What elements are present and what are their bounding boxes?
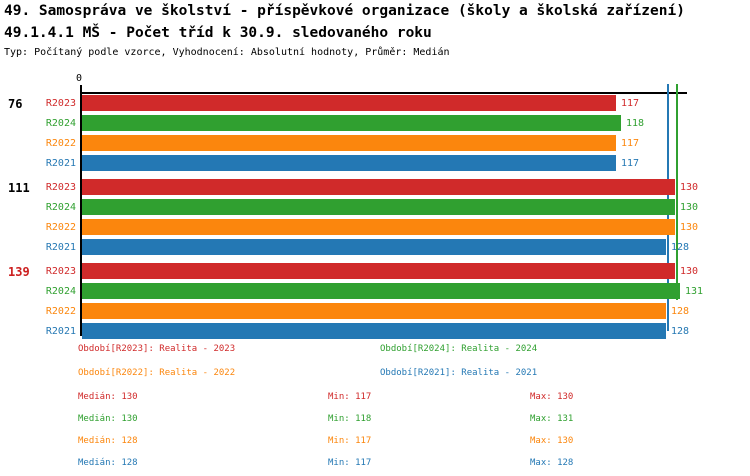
bar-value-label: 117 [621,138,640,149]
bar-value-label: 128 [671,326,690,337]
series-label-R2023: R2023 [45,182,76,193]
legend-item-blue: Období[R2021]: Realita - 2021 [380,368,538,378]
bar-R2021-group1 [82,155,616,171]
stat-max-red: Max: 130 [530,392,574,402]
stat-min-orange: Min: 117 [328,436,372,446]
bar-R2022-group3 [82,303,666,319]
series-label-R2021: R2021 [45,158,76,169]
stat-max-blue: Max: 128 [530,458,574,468]
bar-R2024-group3 [82,283,680,299]
bar-R2023-group2 [82,179,675,195]
chart-meta-info: Typ: Počítaný podle vzorce, Vyhodnocení:… [4,47,450,58]
series-label-R2021: R2021 [45,326,76,337]
series-label-R2024: R2024 [45,118,76,129]
bar-value-label: 130 [680,182,699,193]
stat-median-orange: Medián: 128 [78,436,138,446]
bar-value-label: 118 [626,118,645,129]
group-label: 111 [8,181,30,195]
series-label-R2024: R2024 [45,286,76,297]
group-label: 139 [8,265,30,279]
legend-item-green: Období[R2024]: Realita - 2024 [380,344,538,354]
bar-R2022-group1 [82,135,616,151]
group-label: 76 [8,97,23,111]
page-title: 49. Samospráva ve školství - příspěvkové… [4,3,685,19]
series-label-R2024: R2024 [45,202,76,213]
bar-R2023-group3 [82,263,675,279]
bar-value-label: 130 [680,266,699,277]
stat-median-red: Medián: 130 [78,392,138,402]
bar-value-label: 130 [680,202,699,213]
series-label-R2023: R2023 [45,98,76,109]
bar-value-label: 130 [680,222,699,233]
stat-median-green: Medián: 130 [78,414,138,424]
axis-baseline [80,86,82,336]
bar-R2021-group2 [82,239,666,255]
bar-value-label: 117 [621,158,640,169]
stat-min-red: Min: 117 [328,392,372,402]
series-label-R2023: R2023 [45,266,76,277]
stat-min-green: Min: 118 [328,414,372,424]
bar-R2024-group1 [82,115,621,131]
stat-min-blue: Min: 117 [328,458,372,468]
series-label-R2022: R2022 [45,222,76,233]
bar-R2022-group2 [82,219,675,235]
page-subtitle: 49.1.4.1 MŠ - Počet tříd k 30.9. sledova… [4,25,432,41]
series-label-R2022: R2022 [45,138,76,149]
median-line-green [676,84,678,300]
bar-R2024-group2 [82,199,675,215]
bar-R2023-group1 [82,95,616,111]
axis-zero-label: 0 [76,73,83,84]
stat-max-green: Max: 131 [530,414,574,424]
axis-top-line [80,92,687,94]
bar-R2021-group3 [82,323,666,339]
bar-value-label: 128 [671,306,690,317]
bar-value-label: 128 [671,242,690,253]
legend-item-red: Období[R2023]: Realita - 2023 [78,344,236,354]
legend-item-orange: Období[R2022]: Realita - 2022 [78,368,236,378]
stat-median-blue: Medián: 128 [78,458,138,468]
stat-max-orange: Max: 130 [530,436,574,446]
bar-value-label: 117 [621,98,640,109]
series-label-R2022: R2022 [45,306,76,317]
series-label-R2021: R2021 [45,242,76,253]
bar-value-label: 131 [685,286,704,297]
